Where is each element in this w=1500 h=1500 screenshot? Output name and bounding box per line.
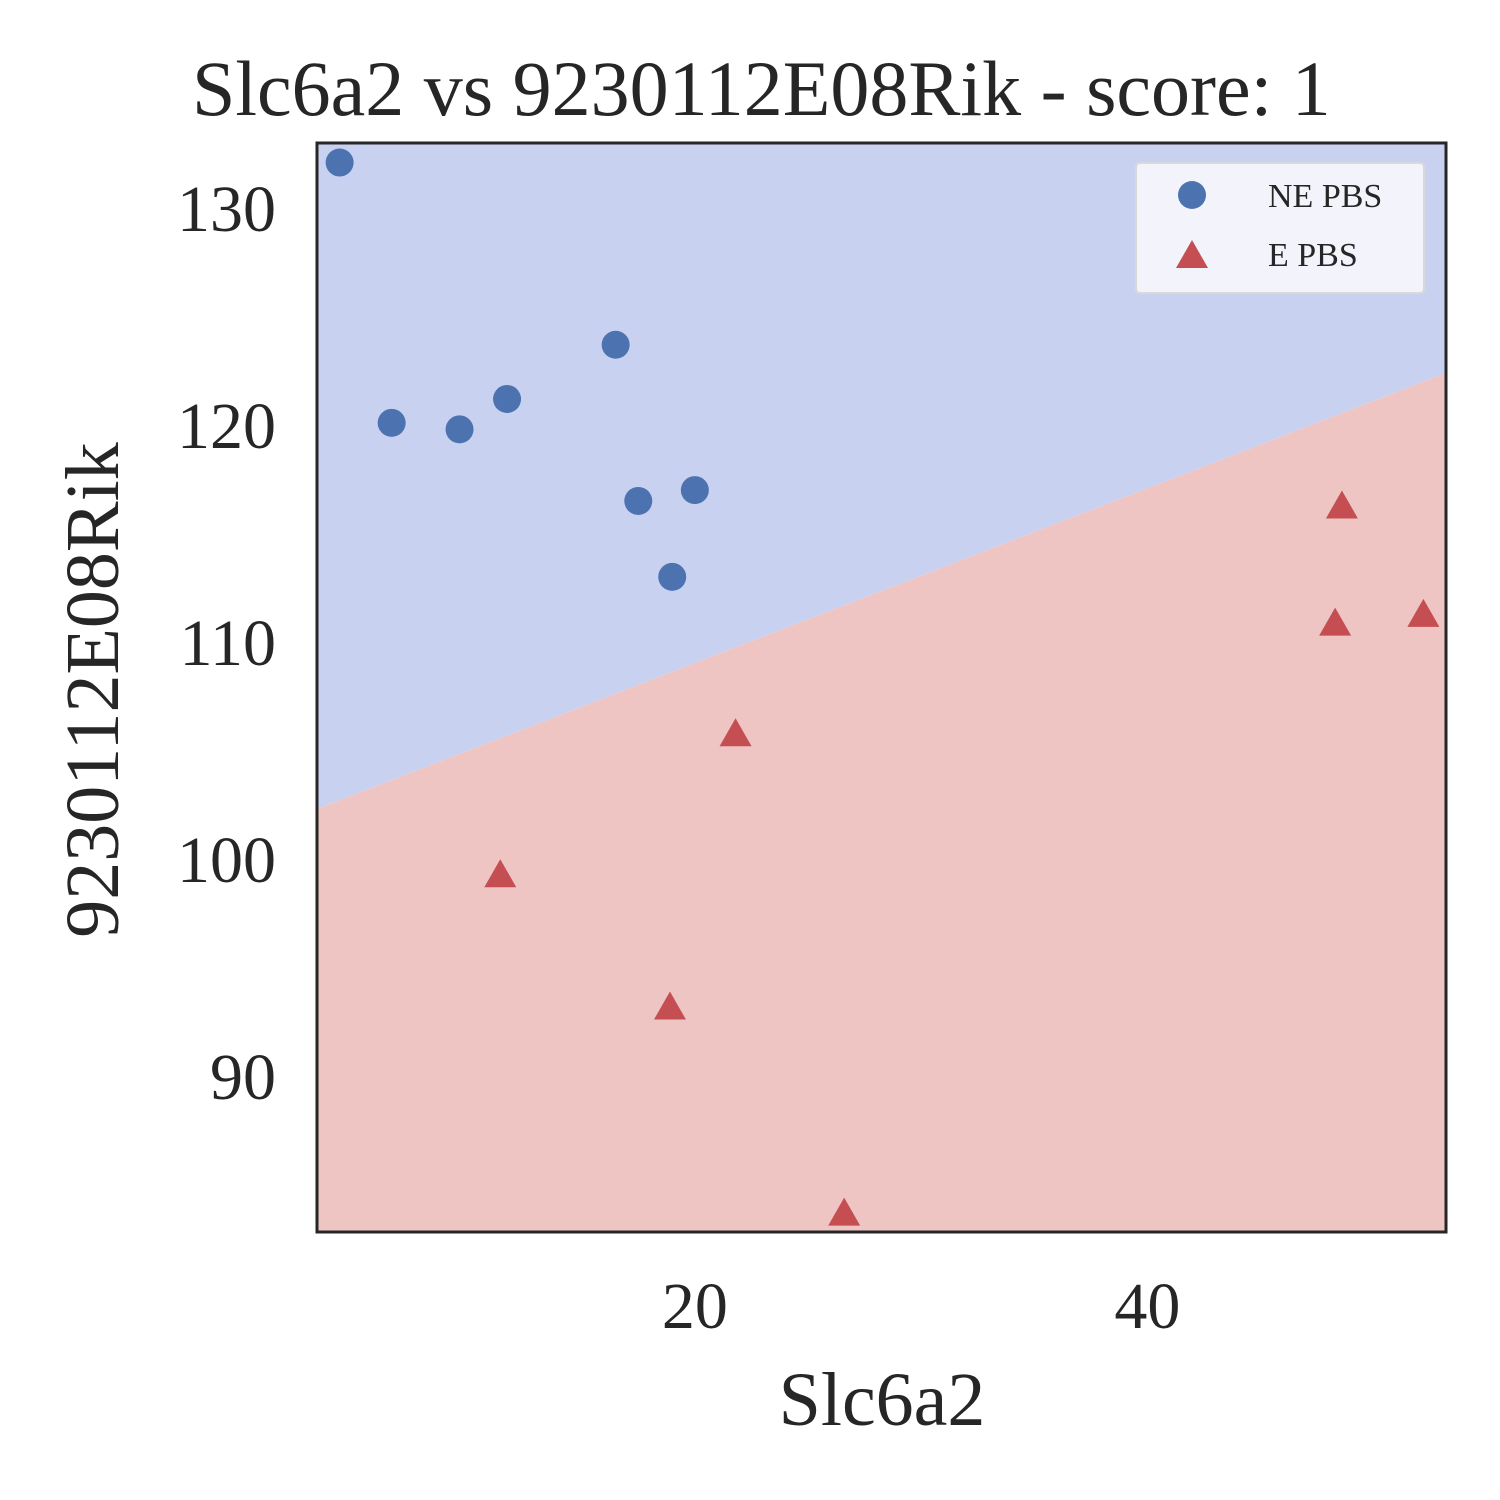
x-axis-ticks: 20 40	[662, 1270, 1181, 1343]
legend-circle-marker	[1178, 181, 1206, 209]
legend: NE PBS E PBS	[1135, 162, 1425, 294]
y-tick-label-110: 110	[179, 607, 276, 680]
e-pbs-point-4	[1319, 607, 1352, 636]
legend-triangle-marker	[1176, 240, 1208, 268]
ne-pbs-point-6	[658, 562, 687, 591]
y-tick-label-90: 90	[210, 1041, 276, 1114]
data-points	[325, 148, 1440, 1226]
plot-area	[317, 143, 1446, 1232]
y-tick-label-100: 100	[177, 824, 276, 897]
e-pbs-point-0	[484, 859, 517, 888]
y-tick-label-130: 130	[177, 173, 276, 246]
legend-box	[1135, 162, 1425, 294]
x-tick-label-40: 40	[1114, 1270, 1180, 1343]
e-pbs-point-6	[1407, 598, 1440, 627]
e-pbs-point-3	[828, 1197, 861, 1226]
ne-pbs-point-5	[624, 486, 653, 515]
plot-frame	[315, 141, 1448, 1234]
y-axis-label: 9230112E08Rik	[51, 442, 135, 937]
x-axis-label: Slc6a2	[779, 1358, 986, 1442]
e-pbs-point-2	[719, 718, 752, 747]
legend-label-e-pbs: E PBS	[1268, 237, 1358, 274]
legend-label-ne-pbs: NE PBS	[1268, 178, 1382, 215]
y-axis-ticks: 90 100 110 120 130	[177, 173, 276, 1114]
ne-pbs-point-4	[601, 330, 630, 359]
ne-pbs-point-0	[325, 148, 354, 177]
chart-title: Slc6a2 vs 9230112E08Rik - score: 1	[192, 45, 1331, 132]
region-e-pbs	[317, 372, 1446, 1232]
x-tick-label-20: 20	[662, 1270, 728, 1343]
ne-pbs-point-1	[377, 408, 406, 437]
region-ne-pbs	[317, 143, 1446, 809]
ne-pbs-point-7	[680, 476, 709, 505]
ne-pbs-point-2	[445, 415, 474, 444]
e-pbs-point-5	[1325, 490, 1358, 519]
y-tick-label-120: 120	[177, 390, 276, 463]
ne-pbs-point-3	[493, 384, 522, 413]
e-pbs-point-1	[653, 991, 686, 1020]
